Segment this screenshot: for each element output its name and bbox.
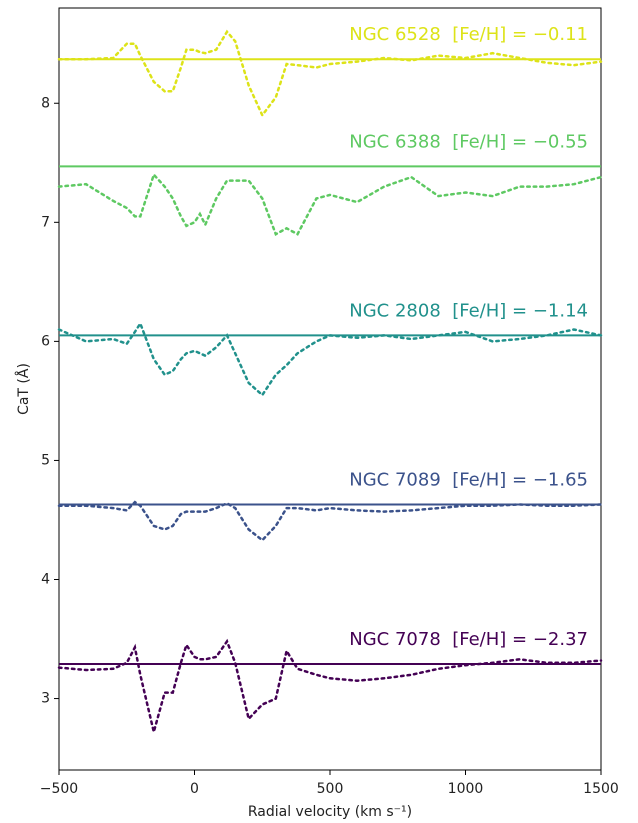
spectrum-line — [57, 500, 603, 542]
series-label: NGC 6388 [Fe/H] = −0.55 — [349, 131, 588, 152]
series-label: NGC 7089 [Fe/H] = −1.65 — [349, 469, 588, 490]
x-tick-label: 1500 — [583, 781, 619, 797]
y-tick-label: 8 — [41, 95, 50, 111]
spectrum-line — [57, 172, 603, 236]
x-tick-label: 500 — [317, 781, 344, 797]
spectrum-line — [57, 29, 603, 118]
series-label: NGC 6528 [Fe/H] = −0.11 — [349, 24, 588, 45]
y-tick-label: 5 — [41, 452, 50, 468]
y-tick-label: 6 — [41, 333, 50, 349]
y-tick-label: 3 — [41, 691, 50, 707]
x-tick-label: 0 — [190, 781, 199, 797]
series-label: NGC 2808 [Fe/H] = −1.14 — [349, 300, 588, 321]
x-axis-label: Radial velocity (km s⁻¹) — [248, 804, 412, 820]
plot-frame — [58, 7, 602, 771]
spectrum-line — [57, 320, 603, 397]
y-axis-label: CaT (Å) — [15, 363, 32, 415]
y-tick-label: 4 — [41, 572, 50, 588]
x-tick-label: −500 — [40, 781, 78, 797]
series-label: NGC 7078 [Fe/H] = −2.37 — [349, 629, 588, 650]
y-tick-label: 7 — [41, 214, 50, 230]
spectrum-line — [57, 638, 603, 733]
x-tick-label: 1000 — [448, 781, 484, 797]
